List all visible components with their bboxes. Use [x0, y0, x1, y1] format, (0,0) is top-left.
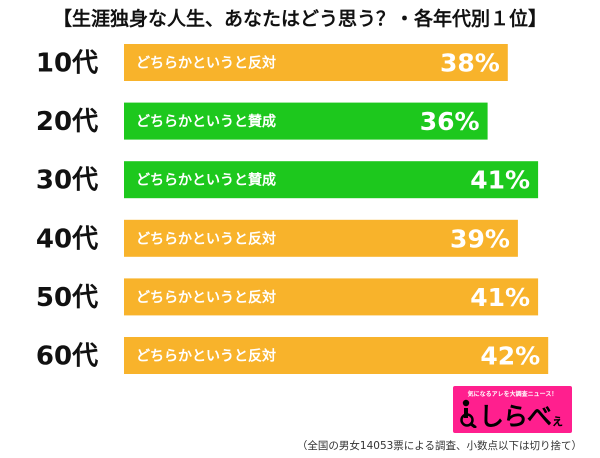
bar [124, 219, 518, 257]
answer-label: どちらかというと賛成 [136, 172, 276, 189]
value-label: 39% [450, 224, 510, 253]
shirabee-logo: 気になるアレを大調査ニュース！ しらべぇ [453, 386, 572, 433]
answer-label: どちらかというと反対 [136, 289, 276, 306]
age-group-label: 10代 [36, 49, 98, 79]
value-label: 41% [470, 283, 530, 312]
bar [124, 161, 539, 199]
age-group-label: 60代 [36, 342, 98, 372]
age-group-label: 40代 [36, 224, 98, 254]
bar [124, 102, 488, 140]
magnifier-i-icon [460, 399, 477, 428]
survey-footnote: （全国の男女14053票による調査、小数点以下は切り捨て） [296, 440, 582, 452]
answer-label: どちらかというと反対 [136, 55, 276, 72]
value-label: 41% [470, 166, 530, 195]
value-label: 38% [440, 49, 500, 78]
logo-tagline: 気になるアレを大調査ニュース！ [467, 391, 558, 398]
logo-name: しらべぇ [479, 397, 564, 433]
chart-title: 【生涯独身な人生、あなたはどう思う？・各年代別１位】 [52, 8, 547, 30]
bar [124, 44, 508, 81]
answer-label: どちらかというと反対 [136, 230, 276, 247]
age-group-label: 50代 [36, 283, 98, 313]
value-label: 36% [420, 107, 480, 136]
age-group-label: 20代 [36, 107, 98, 137]
value-label: 42% [480, 342, 540, 371]
answer-label: どちらかというと反対 [136, 348, 276, 365]
bar [124, 278, 539, 316]
bar [124, 337, 549, 374]
answer-label: どちらかというと賛成 [136, 113, 276, 130]
logo-name-main: しらべ [479, 402, 552, 431]
logo-name-suffix: ぇ [551, 414, 564, 429]
age-group-label: 30代 [36, 166, 98, 196]
